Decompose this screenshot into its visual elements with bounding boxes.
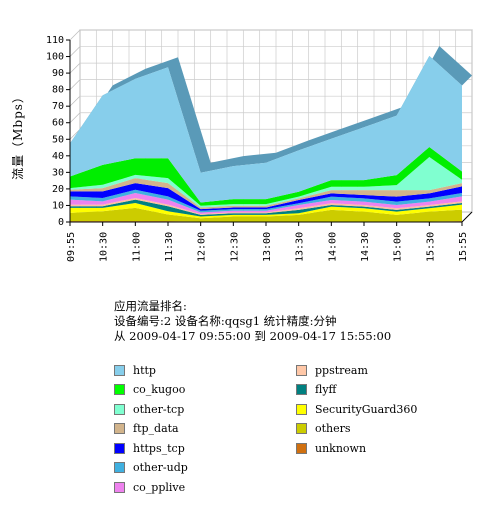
legend-item-others: others: [296, 421, 351, 437]
grid-line-depth: [69, 112, 81, 123]
area-ftp_data: [70, 178, 462, 210]
legend-swatch: [114, 403, 125, 415]
x-tick-label: 13:30: [295, 232, 306, 262]
legend-swatch: [114, 364, 125, 376]
x-tick-label: 11:00: [131, 232, 142, 262]
legend-swatch: [114, 384, 125, 395]
legend-item-co_kugoo: co_kugoo: [114, 382, 185, 398]
grid-line-depth: [69, 46, 81, 57]
caption-title: 应用流量排名:: [114, 299, 187, 313]
grid-line-depth: [69, 129, 81, 140]
y-tick-label: 110: [46, 35, 64, 46]
legend-item-https_tcp: https_tcp: [114, 440, 185, 456]
legend-swatch: [296, 364, 307, 376]
y-tick-label: 40: [52, 151, 64, 162]
area-other-udp: [70, 189, 462, 213]
legend-label: co_kugoo: [133, 383, 186, 396]
y-tick-label: 60: [52, 118, 64, 129]
legend-item-other-tcp: other-tcp: [114, 401, 184, 417]
y-axis-label: 流量（Mbps）: [11, 90, 25, 180]
grid-line-depth: [69, 29, 81, 41]
traffic-chart: 0 10 20 30 40 50 60 70 80 90 100 110 09:55 10:30 11:0…: [11, 29, 473, 262]
legend-swatch: [296, 442, 307, 454]
legend-swatch: [114, 462, 125, 473]
legend-swatch: [296, 423, 307, 434]
x-tick-label: 12:00: [197, 232, 208, 262]
y-tick-label: 50: [52, 134, 64, 145]
area-http: [70, 56, 462, 203]
grid-line-depth: [69, 79, 81, 90]
grid-line-depth: [69, 95, 81, 107]
legend-item-ppstream: ppstream: [296, 362, 368, 378]
legend-item-SecurityGuard360: SecurityGuard360: [296, 401, 417, 417]
legend-label: other-udp: [133, 461, 188, 474]
x-tick-label: 10:30: [99, 232, 110, 262]
legend-label: http: [133, 363, 156, 377]
x-tick-label: 09:55: [66, 232, 77, 262]
caption-range: 从 2009-04-17 09:55:00 到 2009-04-17 15:55…: [114, 329, 392, 343]
legend-item-http: http: [114, 362, 156, 378]
area-https_tcp: [70, 183, 462, 211]
y-tick-label: 100: [46, 52, 64, 63]
chart-legend: http co_kugoo other-tcp ftp_data https_tcp ot…: [114, 362, 417, 502]
area-SecurityGuard360: [70, 202, 462, 219]
chart-areas: [70, 46, 472, 222]
x-tick-label: 14:30: [360, 232, 371, 262]
y-tick-label: 20: [52, 184, 64, 195]
y-tick-label: 30: [52, 167, 64, 178]
y-tick-labels: 0 10 20 30 40 50 60 70 80 90 100 110: [46, 35, 70, 228]
y-tick-label: 80: [52, 85, 64, 96]
grid-line-depth: [69, 62, 81, 74]
legend-label: others: [315, 422, 351, 435]
area-others: [70, 207, 462, 222]
x-tick-labels: 09:55 10:30 11:00 11:30 12:00 12:30 13:00 13:30…: [66, 222, 469, 262]
legend-item-other-udp: other-udp: [114, 460, 188, 476]
x-tick-label: 13:00: [262, 232, 273, 262]
y-tick-label: 70: [52, 101, 64, 112]
legend-label: https_tcp: [133, 441, 185, 455]
legend-label: ppstream: [315, 363, 368, 377]
legend-swatch: [296, 403, 307, 415]
x-tick-label: 15:30: [425, 232, 436, 262]
y-tick-label: 90: [52, 68, 64, 79]
legend-item-unknown: unknown: [296, 440, 366, 456]
x-tick-label: 15:00: [393, 232, 404, 262]
caption-device: 设备编号:2 设备名称:qqsg1 统计精度:分钟: [114, 314, 337, 328]
legend-label: other-tcp: [133, 402, 185, 416]
legend-swatch: [114, 423, 125, 434]
legend-swatch: [114, 481, 125, 493]
x-tick-label: 12:30: [229, 232, 240, 262]
y-tick-label: 10: [52, 200, 64, 211]
x-tick-label: 15:55: [458, 232, 469, 262]
legend-swatch: [114, 442, 125, 454]
x-tick-label: 14:00: [327, 232, 338, 262]
y-tick-label: 0: [58, 217, 64, 228]
legend-item-flyff: flyff: [296, 382, 336, 398]
x-axis-depth: [461, 211, 473, 223]
legend-item-co_pplive: co_pplive: [114, 479, 185, 495]
legend-label: co_pplive: [133, 480, 186, 494]
legend-label: unknown: [315, 441, 367, 455]
x-tick-label: 11:30: [164, 232, 175, 262]
legend-label: SecurityGuard360: [315, 402, 418, 416]
legend-item-ftp_data: ftp_data: [114, 421, 179, 437]
legend-label: ftp_data: [133, 422, 179, 435]
legend-swatch: [296, 384, 307, 395]
legend-label: flyff: [315, 383, 337, 396]
area-co_kugoo: [70, 147, 462, 206]
